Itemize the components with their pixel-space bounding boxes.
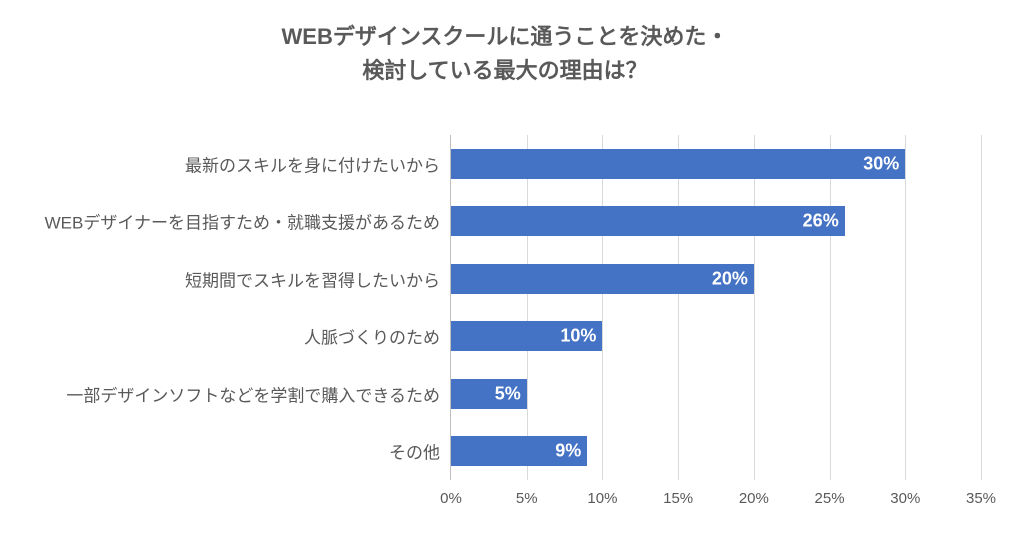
category-label: 人脈づくりのため	[304, 324, 440, 349]
x-tick-label: 35%	[966, 490, 996, 507]
gridline	[830, 135, 831, 480]
bar-value-label: 5%	[495, 383, 521, 404]
category-label: その他	[389, 439, 440, 464]
x-tick-label: 5%	[516, 490, 538, 507]
gridline	[527, 135, 528, 480]
bar: 30%	[451, 149, 905, 179]
x-tick-label: 25%	[815, 490, 845, 507]
gridline	[678, 135, 679, 480]
bar-value-label: 30%	[863, 153, 899, 174]
gridline	[602, 135, 603, 480]
chart-title-line1: WEBデザインスクールに通うことを決めた・	[0, 20, 1010, 54]
category-label: WEBデザイナーを目指すため・就職支援があるため	[45, 209, 440, 234]
chart-title: WEBデザインスクールに通うことを決めた・ 検討している最大の理由は？	[0, 20, 1010, 88]
bar-value-label: 9%	[555, 441, 581, 462]
bar: 5%	[451, 379, 527, 409]
x-tick-label: 20%	[739, 490, 769, 507]
chart-container: WEBデザインスクールに通うことを決めた・ 検討している最大の理由は？ 0% 5%…	[0, 0, 1010, 543]
gridline	[905, 135, 906, 480]
plot-area: 0%5%10%15%20%25%30%35%30%26%20%10%5%9%	[450, 135, 980, 480]
bar: 26%	[451, 206, 845, 236]
category-label: 一部デザインソフトなどを学割で購入できるため	[66, 381, 440, 406]
gridline	[754, 135, 755, 480]
x-tick-label: 30%	[890, 490, 920, 507]
bar-value-label: 10%	[560, 326, 596, 347]
bar: 9%	[451, 436, 587, 466]
bar: 20%	[451, 264, 754, 294]
x-tick-label: 10%	[587, 490, 617, 507]
bar-value-label: 20%	[712, 268, 748, 289]
category-label: 最新のスキルを身に付けたいから	[185, 151, 440, 176]
gridline	[981, 135, 982, 480]
category-label: 短期間でスキルを習得したいから	[185, 266, 440, 291]
bar-value-label: 26%	[803, 211, 839, 232]
bar: 10%	[451, 321, 602, 351]
x-tick-label: 0%	[440, 490, 462, 507]
x-tick-label: 15%	[663, 490, 693, 507]
chart-title-line2: 検討している最大の理由は？	[0, 54, 1010, 88]
